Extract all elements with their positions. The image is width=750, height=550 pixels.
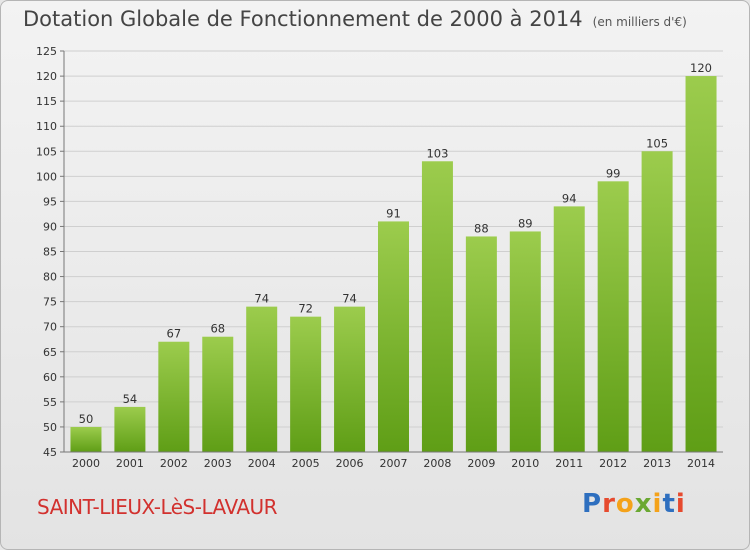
logo-letter: o: [615, 489, 635, 519]
data-label-2010: 89: [518, 216, 533, 230]
bar-2004: [246, 306, 278, 452]
y-tick-label: 95: [43, 195, 57, 208]
bar-2011: [553, 206, 585, 452]
data-label-2007: 91: [386, 206, 401, 220]
x-tick-label-2014: 2014: [687, 457, 715, 470]
data-label-2003: 68: [210, 322, 225, 336]
y-tick-label: 70: [43, 321, 57, 334]
data-label-2012: 99: [606, 166, 621, 180]
data-label-2000: 50: [79, 412, 94, 426]
logo-letter: P: [582, 489, 603, 519]
y-tick-label: 120: [36, 70, 57, 83]
y-axis-ticks: 45 50 55 60 65 70 75 80 85 90 95 100 105 110 115 120 125: [36, 45, 64, 459]
y-tick-label: 115: [36, 95, 57, 108]
x-tick-label-2009: 2009: [467, 457, 495, 470]
bar-2010: [509, 231, 541, 452]
y-tick-label: 65: [43, 346, 57, 359]
y-tick-label: 80: [43, 271, 57, 284]
data-label-2011: 94: [562, 191, 577, 205]
proxiti-logo[interactable]: Proxiti: [582, 489, 686, 519]
data-label-2001: 54: [123, 392, 138, 406]
chart-title: Dotation Globale de Fonctionnement de 20…: [23, 7, 687, 31]
data-label-2013: 105: [646, 136, 668, 150]
data-label-2009: 88: [474, 221, 489, 235]
x-tick-label-2003: 2003: [204, 457, 232, 470]
x-tick-label-2006: 2006: [336, 457, 364, 470]
bar-2013: [641, 151, 673, 452]
x-tick-label-2013: 2013: [643, 457, 671, 470]
y-tick-label: 50: [43, 421, 57, 434]
x-tick-label-2004: 2004: [248, 457, 276, 470]
logo-letter: i: [652, 489, 663, 519]
bar-2000: [70, 426, 102, 452]
y-tick-label: 90: [43, 220, 57, 233]
y-tick-label: 45: [43, 446, 57, 459]
data-labels: 50 54 67 68 74 72 74 91 103 88 89 94 99 105 120: [79, 61, 712, 426]
logo-letter: x: [634, 489, 653, 519]
y-tick-label: 100: [36, 170, 57, 183]
bar-2009: [465, 236, 497, 452]
x-tick-label-2007: 2007: [380, 457, 408, 470]
y-tick-label: 85: [43, 246, 57, 259]
x-tick-label-2002: 2002: [160, 457, 188, 470]
bar-2008: [421, 161, 453, 452]
y-tick-label: 110: [36, 120, 57, 133]
bar-2007: [378, 221, 409, 452]
x-tick-label-2008: 2008: [423, 457, 451, 470]
bar-2003: [202, 336, 234, 452]
logo-letter: t: [662, 489, 676, 519]
x-tick-label-2001: 2001: [116, 457, 144, 470]
y-tick-label: 75: [43, 296, 57, 309]
x-axis-ticks: 2000 2001 2002 2003 2004 2005 2006 2007 2008 2009…: [72, 457, 715, 470]
logo-letter: i: [675, 489, 686, 519]
y-tick-label: 105: [36, 145, 57, 158]
x-tick-label-2011: 2011: [555, 457, 583, 470]
data-label-2004: 74: [254, 292, 269, 306]
chart-unit-note: (en milliers d'€): [592, 15, 687, 29]
x-tick-label-2012: 2012: [599, 457, 627, 470]
x-tick-label-2010: 2010: [511, 457, 539, 470]
data-label-2014: 120: [690, 61, 712, 75]
bar-2001: [114, 406, 146, 452]
bars: [70, 76, 717, 452]
data-label-2002: 67: [167, 327, 182, 341]
data-label-2005: 72: [298, 302, 313, 316]
data-label-2006: 74: [342, 292, 357, 306]
y-tick-label: 60: [43, 371, 57, 384]
bar-2014: [685, 76, 717, 452]
bar-2002: [158, 341, 190, 452]
x-tick-label-2005: 2005: [292, 457, 320, 470]
bar-2005: [290, 316, 322, 452]
bar-2006: [334, 306, 366, 452]
x-tick-label-2000: 2000: [72, 457, 100, 470]
commune-name: SAINT-LIEUX-LèS-LAVAUR: [37, 495, 278, 519]
bar-2012: [597, 181, 629, 452]
data-label-2008: 103: [426, 146, 448, 160]
y-tick-label: 55: [43, 396, 57, 409]
chart-title-text: Dotation Globale de Fonctionnement de 20…: [23, 7, 583, 31]
logo-letter: r: [602, 489, 616, 519]
y-tick-label: 125: [36, 45, 57, 58]
